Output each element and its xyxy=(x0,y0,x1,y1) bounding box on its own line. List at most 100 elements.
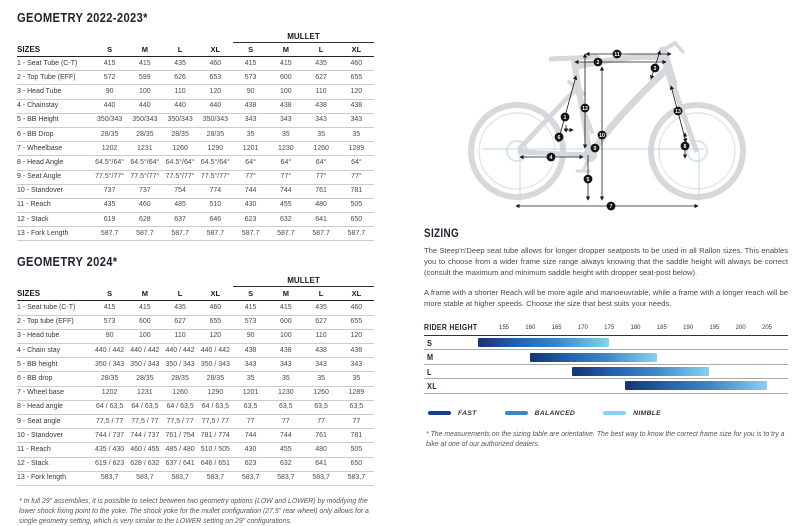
row-value: 573 xyxy=(232,70,269,86)
front-rim xyxy=(658,112,736,190)
row-value: 505 xyxy=(338,442,374,458)
row-value: 1202 xyxy=(91,141,128,157)
row-value: 438 xyxy=(338,99,374,114)
row-value: 35 xyxy=(232,371,269,387)
row-value: 761 / 754 xyxy=(162,428,198,444)
row-value: 587.7 xyxy=(91,226,128,242)
row-value: 120 xyxy=(197,329,233,345)
row-value: 632 xyxy=(268,457,304,472)
crank-arm xyxy=(581,153,592,173)
geometry-2024-title: GEOMETRY 2024* xyxy=(17,254,118,270)
row-value: 485 xyxy=(162,198,198,214)
row-value: 623 xyxy=(232,457,269,472)
row-label: 3 - Head tube xyxy=(17,329,92,345)
table-row: 10 - Standover 737 737 754 774 744 744 761 781 xyxy=(17,184,374,199)
row-value: 35 xyxy=(232,127,269,143)
row-value: 587.7 xyxy=(268,226,304,242)
row-value: 90 xyxy=(91,329,128,345)
table-row: 7 - Wheelbase 1202 1231 1260 1290 1201 1230 126… xyxy=(17,141,374,157)
row-value: 583,7 xyxy=(268,471,304,486)
row-value: 77,5 / 77 xyxy=(197,414,233,430)
sizing-column: 1 2 3 4 5 6 7 8 9 10 11 12 13 SIZING The Steep'n'Dee… xyxy=(424,4,788,456)
row-value: 572 xyxy=(91,70,128,86)
row-value: 28/35 xyxy=(127,371,163,387)
dimension-marker-number: 12 xyxy=(582,106,588,112)
row-value: 343 xyxy=(232,357,269,373)
row-value: 350/343 xyxy=(127,113,163,128)
sizing-heading: SIZING xyxy=(424,228,460,240)
row-value: 460 xyxy=(197,56,233,72)
row-value: 781 xyxy=(338,428,374,444)
row-value: 455 xyxy=(268,442,304,458)
dimension-marker-7 xyxy=(606,201,616,211)
row-value: 77.5°/77° xyxy=(91,170,128,185)
axis-tick-label: 205 xyxy=(761,325,773,331)
row-value: 343 xyxy=(232,113,269,128)
row-value: 110 xyxy=(162,329,198,345)
legend-label: BALANCED xyxy=(534,409,576,417)
row-value: 350 / 343 xyxy=(162,357,198,373)
row-value: 510 xyxy=(197,198,233,214)
table-row: 3 - Head Tube 90 100 110 120 90 100 110 120 xyxy=(17,84,374,100)
table-row: 3 - Head tube 90 100 110 120 90 100 110 120 xyxy=(17,329,374,345)
row-value: 600 xyxy=(268,70,304,86)
axis-tick-label: 155 xyxy=(498,325,510,331)
table-row: 11 - Reach 435 / 430 460 / 455 485 / 480 510… xyxy=(17,442,374,458)
chart-row-XL: XL xyxy=(424,379,788,394)
row-value: 77 xyxy=(303,414,339,430)
size-col-header: S xyxy=(91,42,128,57)
rider-height-header: RIDER HEIGHT 155 160 165 170 175 180 185 190 195… xyxy=(424,323,788,336)
dimension-marker-6 xyxy=(554,132,564,142)
row-label: 6 - BB drop xyxy=(17,371,92,387)
row-value: 1260 xyxy=(162,141,198,157)
row-value: 64.5°/64° xyxy=(197,155,233,171)
row-value: 77 xyxy=(338,414,374,430)
row-value: 430 xyxy=(232,198,269,214)
chain-stay xyxy=(517,149,591,158)
saddle xyxy=(548,54,600,62)
row-value: 744 xyxy=(268,184,304,199)
row-value: 28/35 xyxy=(197,371,233,387)
height-range-bar xyxy=(530,352,657,362)
row-value: 485 / 480 xyxy=(162,442,198,458)
row-value: 583,7 xyxy=(303,471,339,486)
size-col-header: XL xyxy=(197,42,233,57)
row-value: 505 xyxy=(338,198,374,214)
row-value: 64.5°/64° xyxy=(127,155,163,171)
row-value: 64 / 63,5 xyxy=(162,400,198,415)
row-value: 28/35 xyxy=(197,127,233,143)
size-label: M xyxy=(427,352,434,363)
row-value: 343 xyxy=(303,113,339,128)
dimension-marker-13 xyxy=(673,106,683,116)
row-value: 35 xyxy=(338,127,374,143)
row-value: 628 xyxy=(127,212,163,228)
sizes-header: SIZES xyxy=(17,42,92,57)
row-value: 619 / 623 xyxy=(91,457,128,472)
row-value: 1201 xyxy=(232,386,269,401)
row-value: 350 / 343 xyxy=(127,357,163,373)
row-value: 599 xyxy=(127,70,163,86)
dimension-marker-12 xyxy=(580,103,590,113)
row-value: 110 xyxy=(162,84,198,100)
geometry-2022-title: GEOMETRY 2022-2023* xyxy=(17,10,148,25)
row-value: 28/35 xyxy=(91,371,128,387)
row-value: 77,5 / 77 xyxy=(162,414,198,430)
table-row: 5 - BB Height 350/343 350/343 350/343 350/34… xyxy=(17,113,374,128)
height-range-bar xyxy=(572,366,710,376)
row-value: 120 xyxy=(338,84,374,100)
row-value: 440 xyxy=(127,99,163,114)
row-value: 415 xyxy=(232,56,269,72)
row-value: 455 xyxy=(268,198,304,214)
dimension-marker-11 xyxy=(612,49,622,59)
row-value: 587.7 xyxy=(232,226,269,242)
axis-tick-label: 170 xyxy=(577,325,588,331)
row-value: 480 xyxy=(303,442,339,458)
row-value: 77° xyxy=(268,170,304,185)
row-value: 641 xyxy=(303,457,339,472)
row-label: 2 - Top tube (EFF) xyxy=(17,315,92,330)
row-label: 8 - Head angle xyxy=(17,400,92,415)
row-value: 583,7 xyxy=(338,471,374,486)
table-row: 9 - Seat Angle 77.5°/77° 77.5°/77° 77.5°/77… xyxy=(17,170,374,185)
table-row: 8 - Head angle 64 / 63,5 64 / 63,5 64 / 63,… xyxy=(17,400,374,415)
